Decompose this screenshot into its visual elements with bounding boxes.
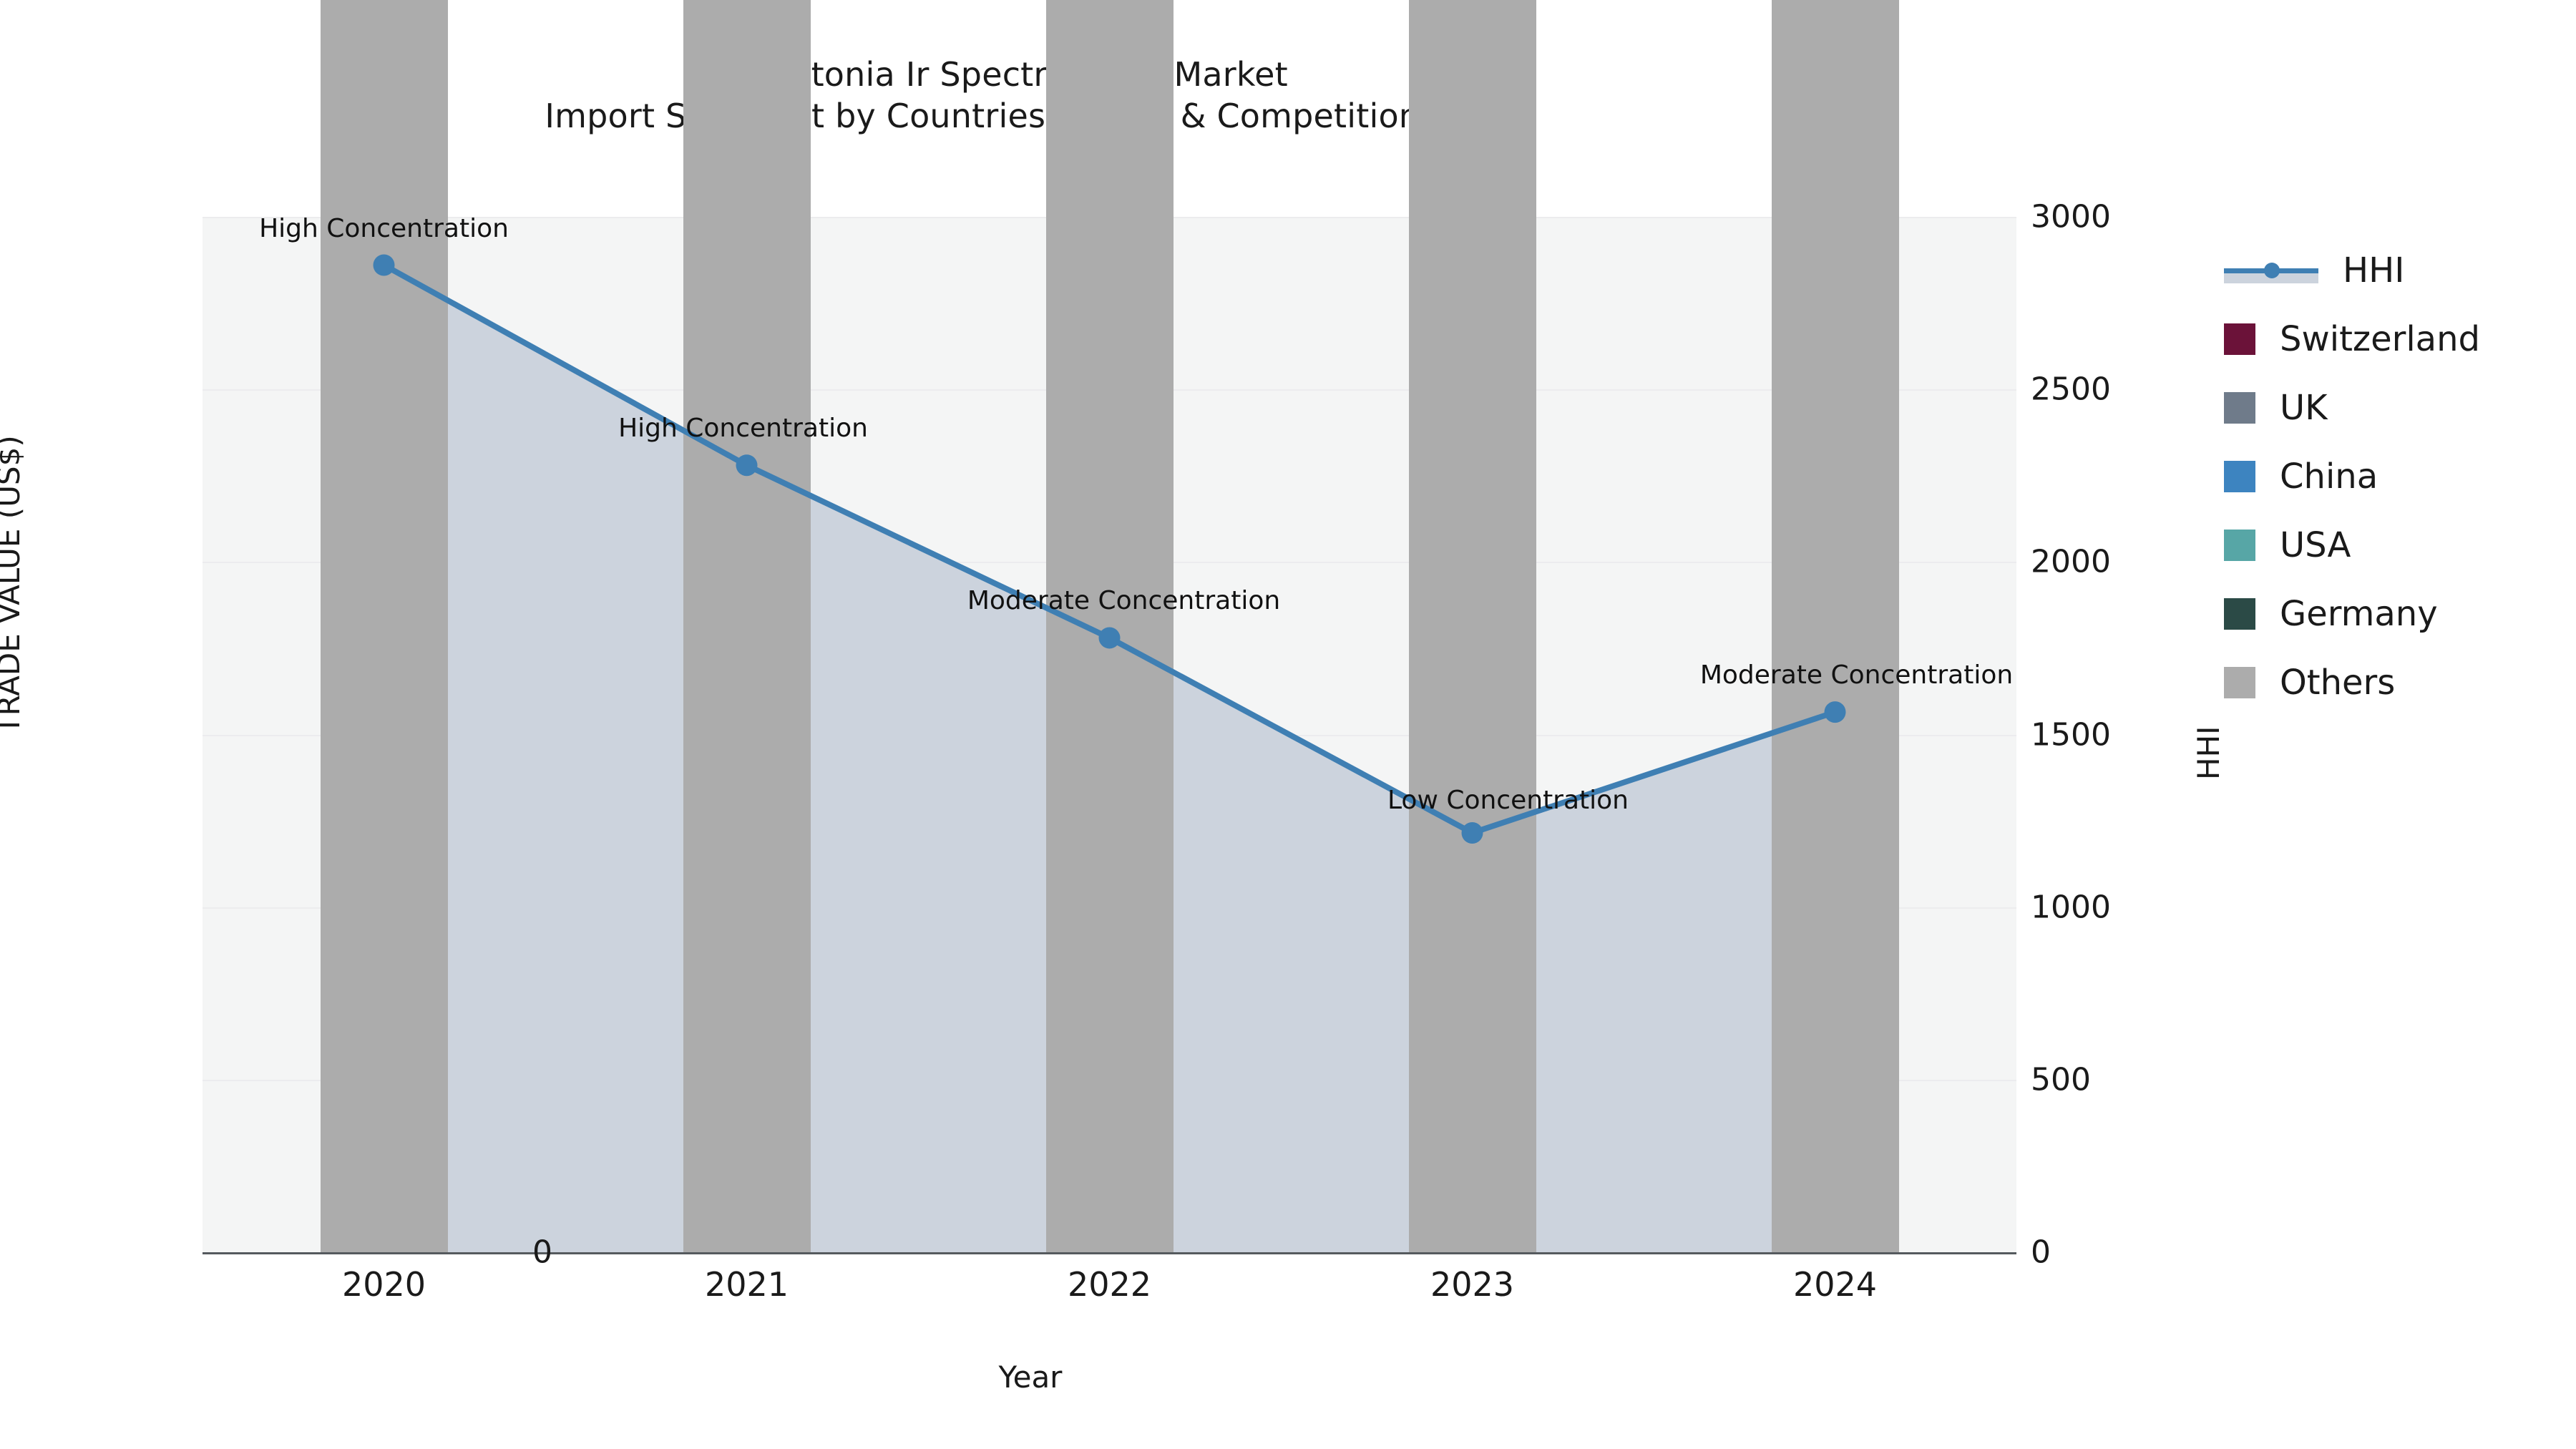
legend-swatch-icon xyxy=(2224,323,2255,355)
chart-title: Estonia Ir Spectroscopy Market Import Sh… xyxy=(0,54,2061,137)
legend-swatch-icon xyxy=(2224,598,2255,630)
chart-title-line-1: Estonia Ir Spectroscopy Market xyxy=(773,55,1288,94)
bar-stack[interactable] xyxy=(1045,0,1174,1252)
legend-item-switzerland[interactable]: Switzerland xyxy=(2224,305,2480,374)
y2-axis-label: HHI xyxy=(2191,726,2226,780)
legend-item-others[interactable]: Others xyxy=(2224,648,2480,717)
bar-segment-others[interactable] xyxy=(320,0,448,1252)
plot-area xyxy=(203,0,2016,1254)
legend-item-germany[interactable]: Germany xyxy=(2224,580,2480,648)
annotation-label: High Concentration xyxy=(259,213,509,243)
hhi-data-point[interactable] xyxy=(1461,821,1483,844)
legend-item-uk[interactable]: UK xyxy=(2224,374,2480,442)
legend-swatch-icon xyxy=(2224,392,2255,424)
legend-item-hhi[interactable]: HHI xyxy=(2224,236,2480,305)
y2-tick-label: 3000 xyxy=(2031,198,2111,235)
y2-tick-label: 1500 xyxy=(2031,716,2111,753)
bar-stack[interactable] xyxy=(1771,0,1899,1252)
bar-stack[interactable] xyxy=(683,0,811,1252)
legend-label: Switzerland xyxy=(2280,319,2480,359)
y2-tick-label: 2500 xyxy=(2031,371,2111,408)
legend-item-china[interactable]: China xyxy=(2224,442,2480,511)
y2-tick-label: 500 xyxy=(2031,1061,2091,1098)
legend-line-dot-icon xyxy=(2264,263,2280,278)
legend-label: Others xyxy=(2280,663,2396,703)
y2-tick-label: 0 xyxy=(2031,1234,2051,1271)
chart-title-line-2: Import Shipment by Countries (Top 5) & C… xyxy=(545,97,1516,136)
annotation-label: Moderate Concentration xyxy=(1699,660,2014,691)
hhi-line-path xyxy=(381,262,1838,836)
x-tick-label-2024: 2024 xyxy=(1792,1265,1878,1304)
annotation-label: Moderate Concentration xyxy=(967,586,1281,616)
x-tick-label-2020: 2020 xyxy=(341,1265,426,1304)
bar-stack[interactable] xyxy=(1408,0,1536,1252)
annotation-label: Low Concentration xyxy=(1387,785,1629,815)
annotation-label: High Concentration xyxy=(618,414,868,444)
legend-label: Germany xyxy=(2280,594,2438,634)
y2-tick-label: 2000 xyxy=(2031,543,2111,580)
legend-line-marker-icon xyxy=(2224,255,2318,286)
hhi-data-point[interactable] xyxy=(373,254,395,276)
bar-segment-others[interactable] xyxy=(1045,0,1174,1252)
y2-tick-label: 1000 xyxy=(2031,889,2111,926)
bar-stack[interactable] xyxy=(320,0,448,1252)
bar-segment-others[interactable] xyxy=(1408,0,1536,1252)
hhi-data-point[interactable] xyxy=(1098,627,1121,649)
legend-swatch-icon xyxy=(2224,461,2255,492)
hhi-line-overlay xyxy=(373,254,1846,844)
bar-segment-others[interactable] xyxy=(1771,0,1899,1252)
legend-label: UK xyxy=(2280,388,2328,428)
legend-label: China xyxy=(2280,457,2379,497)
bar-segment-others[interactable] xyxy=(683,0,811,1252)
hhi-data-point[interactable] xyxy=(736,454,758,477)
x-axis-line xyxy=(203,1252,2016,1254)
legend-item-usa[interactable]: USA xyxy=(2224,511,2480,580)
legend-swatch-icon xyxy=(2224,667,2255,698)
x-tick-label-2022: 2022 xyxy=(1067,1265,1152,1304)
y-tick-label: 0 xyxy=(532,1234,552,1271)
chart-legend: HHI Switzerland UK China USA Germany Others xyxy=(2224,236,2480,717)
hhi-data-point[interactable] xyxy=(1824,701,1846,723)
legend-label: USA xyxy=(2280,525,2351,565)
x-tick-label-2021: 2021 xyxy=(704,1265,789,1304)
x-axis-label: Year xyxy=(998,1360,1063,1395)
legend-label: HHI xyxy=(2343,250,2405,291)
x-tick-label-2023: 2023 xyxy=(1430,1265,1515,1304)
y-axis-label: TRADE VALUE (US$) xyxy=(0,435,26,734)
legend-swatch-icon xyxy=(2224,530,2255,561)
